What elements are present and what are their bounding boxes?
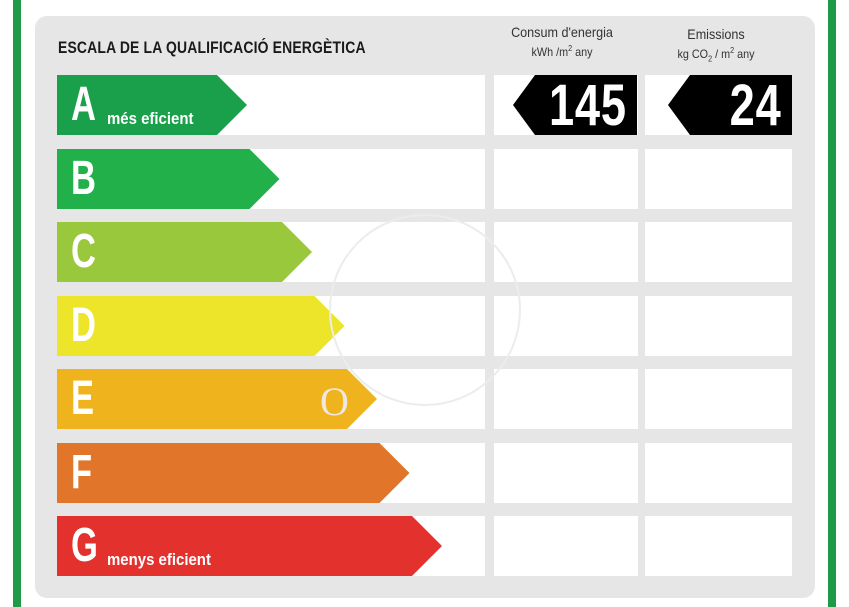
consumption-header: Consum d'energia kWh /m2 any	[492, 24, 632, 59]
consumption-cell	[494, 296, 638, 356]
emissions-cell	[645, 149, 792, 209]
rating-arrow-f: F	[57, 443, 410, 503]
emissions-cell	[645, 296, 792, 356]
rating-letter: B	[71, 152, 96, 205]
emissions-header-unit: kg CO2 / m2 any	[677, 46, 755, 64]
consumption-cell	[494, 369, 638, 429]
consumption-header-title: Consum d'energia	[511, 24, 613, 40]
consumption-cell	[494, 149, 638, 209]
emissions-header: Emissions kg CO2 / m2 any	[648, 26, 784, 63]
consumption-cell	[494, 516, 638, 576]
rating-letter: D	[71, 299, 96, 352]
scale-title: ESCALA DE LA QUALIFICACIÓ ENERGÈTICA	[58, 38, 366, 57]
consumption-cell	[494, 222, 638, 282]
emissions-cell	[645, 443, 792, 503]
rating-letter: A	[71, 78, 96, 131]
rating-arrow-b: B	[57, 149, 280, 209]
emissions-cell	[645, 369, 792, 429]
emissions-badge: 24	[668, 75, 792, 135]
emissions-cell	[645, 516, 792, 576]
rating-letter: G	[71, 519, 98, 572]
rating-label: més eficient	[107, 109, 194, 128]
rating-label: menys eficient	[107, 550, 211, 569]
emissions-value: 24	[730, 73, 782, 138]
consumption-value: 145	[549, 73, 627, 138]
rating-letter: F	[71, 446, 93, 499]
emissions-cell	[645, 222, 792, 282]
rating-arrow-d: D	[57, 296, 345, 356]
rating-arrow-e: E	[57, 369, 377, 429]
right-frame-bar	[828, 0, 836, 607]
left-frame-bar	[13, 0, 21, 607]
rating-letter: C	[71, 225, 96, 278]
rating-letter: E	[71, 372, 95, 425]
emissions-header-title: Emissions	[687, 26, 745, 42]
consumption-header-unit: kWh /m2 any	[531, 44, 593, 59]
rating-arrow-c: C	[57, 222, 312, 282]
consumption-cell	[494, 443, 638, 503]
consumption-badge: 145	[513, 75, 637, 135]
